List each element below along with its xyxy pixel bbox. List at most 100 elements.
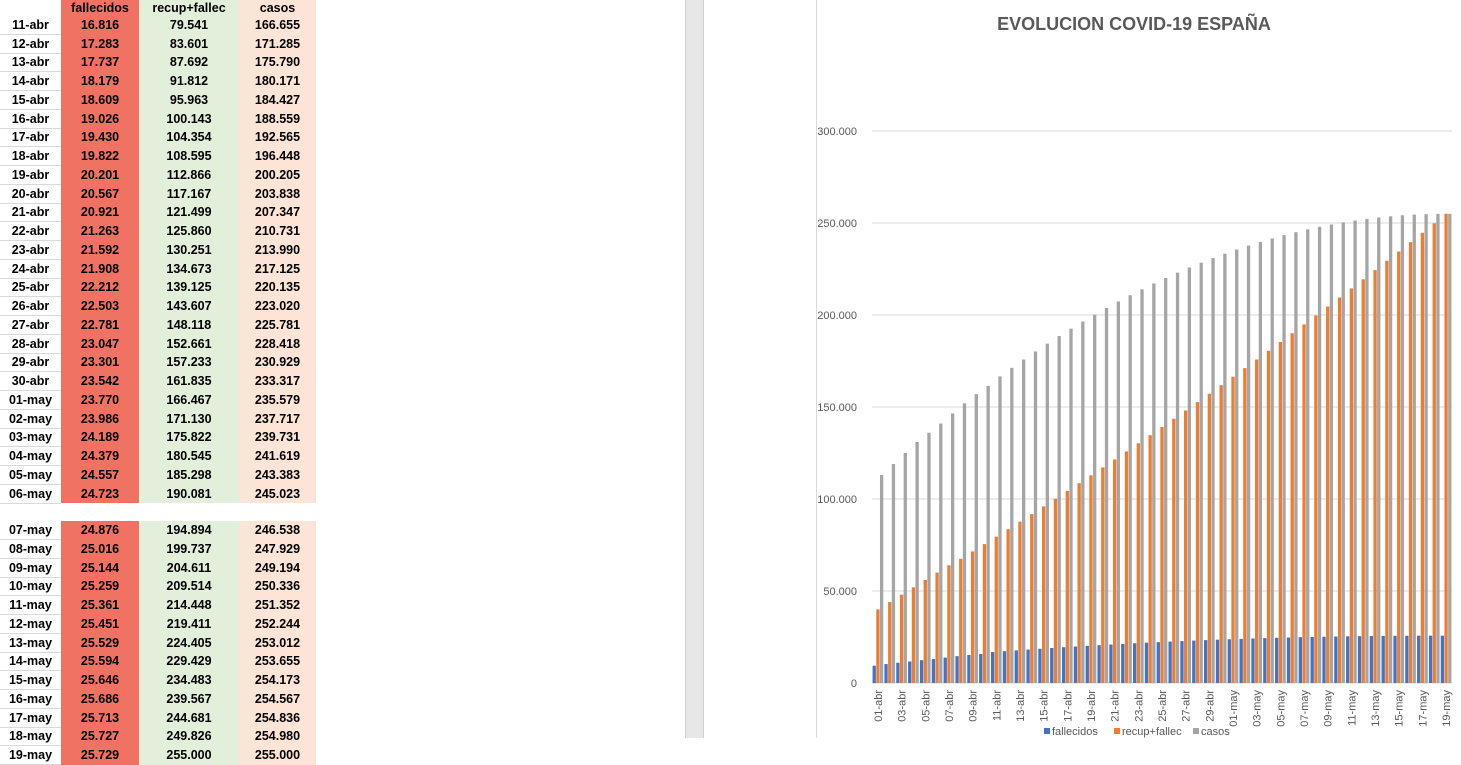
fallecidos-cell[interactable]: 25.646: [61, 670, 139, 690]
recup-cell[interactable]: 244.681: [139, 708, 239, 727]
recup-cell[interactable]: 180.545: [139, 446, 239, 466]
date-cell[interactable]: 12-may: [0, 614, 61, 634]
header-casos[interactable]: casos: [239, 0, 316, 16]
date-cell[interactable]: 15-abr: [0, 90, 61, 110]
date-cell[interactable]: 04-may: [0, 446, 61, 466]
recup-cell[interactable]: 152.661: [139, 334, 239, 353]
fallecidos-cell[interactable]: 23.770: [61, 390, 139, 410]
recup-cell[interactable]: 95.963: [139, 90, 239, 110]
casos-cell[interactable]: 252.244: [239, 614, 316, 634]
recup-cell[interactable]: 157.233: [139, 353, 239, 372]
date-cell[interactable]: 13-may: [0, 633, 61, 653]
fallecidos-cell[interactable]: 21.908: [61, 259, 139, 278]
fallecidos-cell[interactable]: 16.816: [61, 16, 139, 35]
fallecidos-cell[interactable]: 25.016: [61, 539, 139, 559]
fallecidos-cell[interactable]: 25.686: [61, 689, 139, 709]
recup-cell[interactable]: 190.081: [139, 484, 239, 503]
recup-cell[interactable]: 87.692: [139, 53, 239, 72]
date-cell[interactable]: 16-abr: [0, 109, 61, 129]
recup-cell[interactable]: 91.812: [139, 71, 239, 91]
casos-cell[interactable]: 253.655: [239, 652, 316, 671]
casos-cell[interactable]: 254.980: [239, 727, 316, 746]
date-cell[interactable]: 26-abr: [0, 296, 61, 316]
date-cell[interactable]: 17-may: [0, 708, 61, 728]
casos-cell[interactable]: 196.448: [239, 146, 316, 166]
recup-cell[interactable]: 204.611: [139, 558, 239, 577]
fallecidos-cell[interactable]: 25.594: [61, 652, 139, 671]
date-cell[interactable]: 25-abr: [0, 278, 61, 298]
fallecidos-cell[interactable]: 19.822: [61, 146, 139, 166]
casos-cell[interactable]: 210.731: [239, 221, 316, 241]
recup-cell[interactable]: 148.118: [139, 315, 239, 335]
casos-cell[interactable]: 235.579: [239, 390, 316, 410]
fallecidos-cell[interactable]: 25.361: [61, 595, 139, 615]
date-cell[interactable]: 12-abr: [0, 34, 61, 54]
fallecidos-cell[interactable]: 25.451: [61, 614, 139, 634]
fallecidos-cell[interactable]: 24.557: [61, 465, 139, 485]
chart-frame[interactable]: [816, 0, 1460, 738]
casos-cell[interactable]: 220.135: [239, 278, 316, 297]
date-cell[interactable]: 05-may: [0, 465, 61, 485]
casos-cell[interactable]: 253.012: [239, 633, 316, 652]
date-cell[interactable]: 16-may: [0, 689, 61, 709]
fallecidos-cell[interactable]: 17.737: [61, 53, 139, 72]
casos-cell[interactable]: 251.352: [239, 595, 316, 615]
fallecidos-cell[interactable]: 20.567: [61, 184, 139, 203]
casos-cell[interactable]: 228.418: [239, 334, 316, 353]
fallecidos-cell[interactable]: 24.876: [61, 521, 139, 540]
recup-cell[interactable]: 161.835: [139, 371, 239, 391]
recup-cell[interactable]: 104.354: [139, 128, 239, 147]
casos-cell[interactable]: 239.731: [239, 428, 316, 447]
recup-cell[interactable]: 171.130: [139, 409, 239, 428]
fallecidos-cell[interactable]: 24.723: [61, 484, 139, 503]
casos-cell[interactable]: 184.427: [239, 90, 316, 110]
date-cell[interactable]: 02-may: [0, 409, 61, 429]
date-cell[interactable]: 28-abr: [0, 334, 61, 354]
casos-cell[interactable]: 225.781: [239, 315, 316, 335]
fallecidos-cell[interactable]: 25.713: [61, 708, 139, 727]
fallecidos-cell[interactable]: 23.542: [61, 371, 139, 391]
fallecidos-cell[interactable]: 22.212: [61, 278, 139, 297]
fallecidos-cell[interactable]: 18.609: [61, 90, 139, 110]
recup-cell[interactable]: 79.541: [139, 16, 239, 35]
date-cell[interactable]: 22-abr: [0, 221, 61, 241]
date-cell[interactable]: 06-may: [0, 484, 61, 504]
date-cell[interactable]: 19-may: [0, 745, 61, 765]
fallecidos-cell[interactable]: 22.503: [61, 296, 139, 316]
recup-cell[interactable]: 166.467: [139, 390, 239, 410]
casos-cell[interactable]: 207.347: [239, 203, 316, 222]
recup-cell[interactable]: 139.125: [139, 278, 239, 297]
fallecidos-cell[interactable]: 25.729: [61, 745, 139, 765]
recup-cell[interactable]: 255.000: [139, 745, 239, 765]
fallecidos-cell[interactable]: 17.283: [61, 34, 139, 53]
date-cell[interactable]: 29-abr: [0, 353, 61, 373]
casos-cell[interactable]: 171.285: [239, 34, 316, 53]
casos-cell[interactable]: 249.194: [239, 558, 316, 577]
recup-cell[interactable]: 121.499: [139, 203, 239, 222]
casos-cell[interactable]: 188.559: [239, 109, 316, 128]
date-cell[interactable]: 03-may: [0, 428, 61, 448]
date-cell[interactable]: 23-abr: [0, 240, 61, 260]
casos-cell[interactable]: 200.205: [239, 165, 316, 185]
date-cell[interactable]: 27-abr: [0, 315, 61, 335]
recup-cell[interactable]: 134.673: [139, 259, 239, 278]
date-cell[interactable]: 30-abr: [0, 371, 61, 391]
date-cell[interactable]: 18-abr: [0, 146, 61, 166]
fallecidos-cell[interactable]: 23.986: [61, 409, 139, 428]
casos-cell[interactable]: 254.836: [239, 708, 316, 727]
date-cell[interactable]: 18-may: [0, 727, 61, 747]
fallecidos-cell[interactable]: 19.430: [61, 128, 139, 147]
fallecidos-cell[interactable]: 25.259: [61, 577, 139, 596]
recup-cell[interactable]: 219.411: [139, 614, 239, 634]
recup-cell[interactable]: 125.860: [139, 221, 239, 241]
recup-cell[interactable]: 100.143: [139, 109, 239, 128]
fallecidos-cell[interactable]: 21.592: [61, 240, 139, 260]
date-cell[interactable]: 24-abr: [0, 259, 61, 279]
date-cell[interactable]: 11-abr: [0, 16, 61, 35]
fallecidos-cell[interactable]: 21.263: [61, 221, 139, 241]
recup-cell[interactable]: 130.251: [139, 240, 239, 260]
recup-cell[interactable]: 239.567: [139, 689, 239, 709]
date-cell[interactable]: 14-abr: [0, 71, 61, 91]
fallecidos-cell[interactable]: 25.727: [61, 727, 139, 746]
date-cell[interactable]: 11-may: [0, 595, 61, 615]
